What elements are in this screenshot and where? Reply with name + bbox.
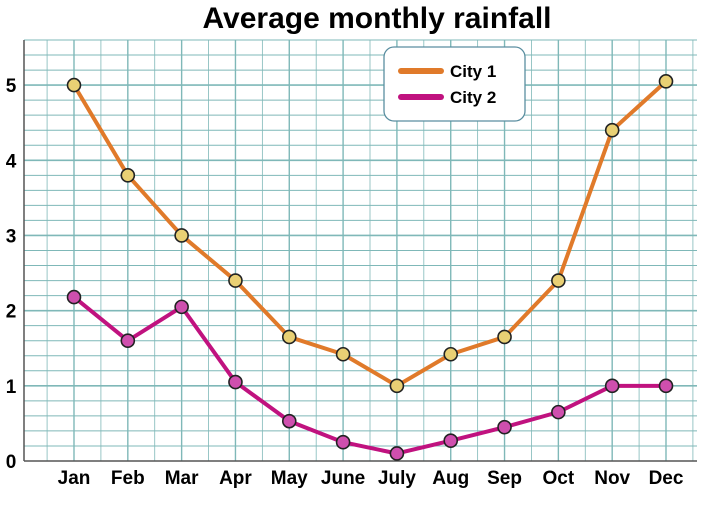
data-point [658, 378, 674, 394]
legend-label: City 1 [450, 62, 496, 81]
y-tick-label: 2 [6, 302, 17, 323]
data-point [281, 413, 297, 429]
data-point [335, 434, 351, 450]
x-tick-label: Oct [543, 468, 575, 489]
grid [24, 39, 697, 461]
data-point [66, 289, 82, 305]
x-tick-label: Jan [58, 468, 91, 489]
x-tick-label: Dec [649, 468, 684, 489]
y-tick-label: 4 [6, 151, 17, 172]
data-point [604, 378, 620, 394]
legend: City 1 City 2 [383, 46, 526, 122]
data-point [120, 168, 136, 183]
data-point [389, 378, 405, 394]
series-group [66, 74, 674, 461]
data-point [443, 433, 459, 449]
data-point [604, 122, 620, 138]
series-line [72, 79, 668, 388]
x-tick-label: Aug [432, 468, 469, 489]
x-tick-label: Feb [111, 468, 145, 489]
data-point [497, 419, 512, 435]
data-point [66, 77, 82, 93]
series-1 [72, 79, 668, 388]
axes: 0 1 2 3 4 5 Jan Feb Mar Apr May June July Aug Sep Oct No… [6, 40, 697, 489]
x-tick-label: July [378, 468, 416, 489]
chart-title: Average monthly rainfall [203, 2, 552, 35]
legend-label: City 2 [450, 88, 496, 107]
data-point [551, 273, 566, 288]
data-point [443, 346, 459, 362]
data-point [658, 74, 674, 89]
y-tick-label: 3 [6, 226, 17, 247]
x-tick-label: Mar [165, 468, 199, 489]
series-2 [72, 295, 666, 456]
data-point [174, 228, 189, 243]
y-tick-label: 0 [6, 452, 17, 473]
series-2-points [66, 289, 674, 461]
data-point [281, 329, 297, 345]
data-point [497, 329, 512, 345]
x-tick-label: Nov [594, 468, 630, 489]
data-point [120, 333, 136, 349]
legend-box [383, 46, 526, 122]
data-point [228, 374, 243, 390]
x-tick-label: Apr [219, 468, 252, 489]
data-point [228, 273, 243, 288]
y-tick-label: 5 [6, 76, 17, 97]
x-tick-label: Sep [487, 468, 522, 489]
series-line [72, 295, 666, 456]
x-tick-label: June [321, 468, 365, 489]
data-point [551, 404, 566, 420]
series-1-points [66, 74, 674, 394]
data-point [389, 446, 405, 461]
y-tick-label: 1 [6, 377, 17, 398]
x-tick-label: May [271, 468, 308, 489]
data-point [335, 346, 351, 362]
data-point [174, 299, 189, 315]
